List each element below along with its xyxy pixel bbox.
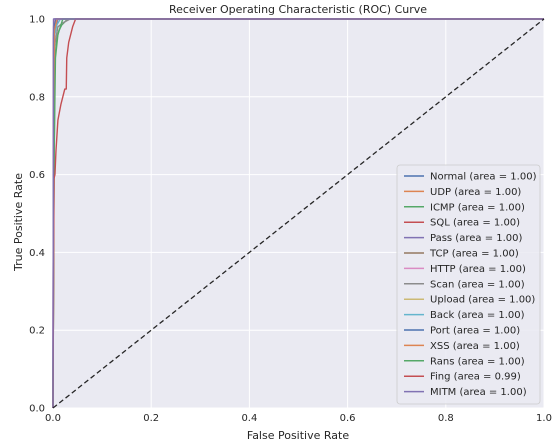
x-tick-label: 0.2 bbox=[143, 413, 159, 424]
y-tick-label: 0.4 bbox=[29, 248, 45, 259]
x-tick-label: 0.6 bbox=[340, 413, 356, 424]
tick-labels: 0.0 0.2 0.4 0.6 0.8 1.0 0.0 0.2 0.4 0.6 0.8 1.0 bbox=[29, 15, 552, 425]
legend-label-icmp: ICMP (area = 1.00) bbox=[430, 202, 525, 213]
legend-label-xss: XSS (area = 1.00) bbox=[430, 341, 520, 352]
legend-label-port: Port (area = 1.00) bbox=[430, 326, 520, 337]
series-lines bbox=[52, 18, 545, 409]
x-tick-label: 0.4 bbox=[241, 413, 257, 424]
diagonal-reference-line bbox=[52, 18, 545, 409]
legend-label-rans: Rans (area = 1.00) bbox=[430, 356, 525, 367]
series-line-fing bbox=[52, 18, 544, 409]
legend-label-http: HTTP (area = 1.00) bbox=[430, 264, 526, 275]
y-axis-label: True Positive Rate bbox=[12, 173, 25, 272]
legend-label-tcp: TCP (area = 1.00) bbox=[429, 249, 519, 260]
x-axis-label: False Positive Rate bbox=[247, 429, 349, 442]
y-tick-label: 1.0 bbox=[29, 15, 45, 26]
legend-label-scan: Scan (area = 1.00) bbox=[430, 279, 525, 290]
legend-label-pass: Pass (area = 1.00) bbox=[430, 233, 523, 244]
x-tick-label: 0.8 bbox=[438, 413, 454, 424]
legend-label-back: Back (area = 1.00) bbox=[430, 310, 525, 321]
legend-label-fing: Fing (area = 0.99) bbox=[430, 372, 521, 383]
legend-label-upload: Upload (area = 1.00) bbox=[430, 295, 535, 306]
y-tick-label: 0.0 bbox=[29, 404, 45, 415]
legend: Normal (area = 1.00) UDP (area = 1.00) ICM… bbox=[396, 164, 541, 405]
x-tick-label: 0.0 bbox=[45, 413, 61, 424]
series-line-mitm bbox=[52, 18, 544, 409]
x-tick-label: 1.0 bbox=[536, 413, 552, 424]
y-tick-label: 0.6 bbox=[29, 170, 45, 181]
legend-label-normal: Normal (area = 1.00) bbox=[430, 172, 537, 183]
y-tick-label: 0.8 bbox=[29, 92, 45, 103]
legend-label-udp: UDP (area = 1.00) bbox=[430, 187, 521, 198]
legend-label-sql: SQL (area = 1.00) bbox=[430, 218, 520, 229]
chart-title: Receiver Operating Characteristic (ROC) … bbox=[169, 3, 427, 16]
legend-box bbox=[396, 164, 541, 405]
legend-label-mitm: MITM (area = 1.00) bbox=[430, 387, 527, 398]
y-tick-label: 0.2 bbox=[29, 326, 45, 337]
